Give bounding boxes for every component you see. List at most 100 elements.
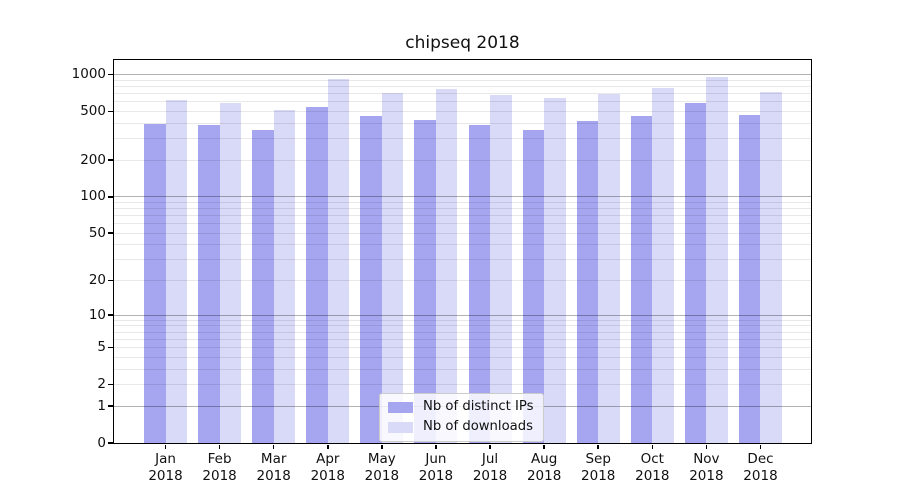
y-tick-label-10: 10 [88, 306, 106, 323]
x-tick-label-may: May 2018 [364, 451, 400, 484]
major-gridline-100 [114, 196, 811, 198]
bar-downloads-may [381, 93, 404, 443]
plot-area: Nb of distinct IPs Nb of downloads [113, 59, 812, 444]
axes-spines [113, 59, 812, 444]
bars-layer [114, 60, 811, 443]
bar-distinct-ips-sep [576, 121, 599, 443]
bar-downloads-nov [706, 77, 728, 443]
x-tick-mark-jun [435, 444, 437, 449]
minor-gridline-30 [114, 259, 811, 261]
x-tick-label-jun: Jun 2018 [418, 451, 454, 484]
x-tick-label-jul: Jul 2018 [472, 451, 508, 484]
minor-gridline-200 [114, 159, 811, 161]
bar-distinct-ips-apr [306, 107, 328, 443]
legend-entry-downloads: Nb of downloads [388, 419, 534, 435]
minor-gridline-7 [114, 331, 811, 333]
bar-distinct-ips-jan [144, 123, 166, 443]
x-tick-mark-dec [759, 444, 762, 449]
y-tick-label-1: 1 [97, 397, 106, 414]
major-gridline-1000 [114, 73, 811, 75]
minor-gridline-80 [114, 208, 811, 210]
minor-gridline-2 [114, 383, 811, 385]
bar-distinct-ips-oct [630, 116, 653, 443]
y-tick-mark-0 [108, 442, 113, 444]
y-tick-label-50: 50 [88, 224, 106, 241]
x-tick-mark-mar [272, 444, 275, 449]
bar-distinct-ips-feb [198, 124, 220, 443]
minor-gridline-6 [114, 338, 811, 340]
y-tick-label-100: 100 [80, 188, 106, 205]
bar-downloads-feb [219, 103, 242, 443]
bar-downloads-sep [598, 94, 620, 443]
bar-downloads-mar [273, 109, 296, 443]
x-tick-mark-apr [327, 444, 329, 449]
x-tick-mark-oct [651, 444, 654, 449]
x-tick-mark-may [381, 444, 383, 449]
legend-entry-distinct-ips: Nb of distinct IPs [388, 399, 534, 415]
bar-downloads-aug [544, 97, 566, 443]
bar-downloads-jan [165, 100, 187, 443]
minor-gridline-60 [114, 223, 811, 225]
minor-gridline-500 [114, 110, 811, 112]
minor-gridline-4 [114, 356, 811, 358]
y-tick-mark-2 [108, 383, 113, 386]
chart-title: chipseq 2018 [405, 33, 520, 53]
legend: Nb of distinct IPs Nb of downloads [379, 393, 544, 442]
legend-swatch-distinct-ips-icon [388, 401, 413, 413]
x-tick-mark-jul [489, 444, 491, 449]
y-tick-mark-20 [108, 279, 113, 282]
minor-gridline-40 [114, 244, 811, 246]
y-tick-mark-1 [108, 405, 113, 407]
legend-swatch-downloads-icon [388, 421, 413, 433]
y-tick-mark-200 [108, 159, 113, 161]
y-tick-label-500: 500 [80, 102, 106, 119]
bar-distinct-ips-dec [738, 114, 761, 443]
y-tick-label-5: 5 [97, 338, 106, 355]
bar-downloads-jun [435, 89, 458, 443]
minor-gridline-3 [114, 368, 811, 370]
bar-distinct-ips-nov [684, 102, 707, 443]
x-tick-label-feb: Feb 2018 [202, 451, 237, 484]
x-tick-mark-aug [543, 444, 545, 449]
grid-layer [114, 60, 811, 443]
bar-downloads-apr [327, 78, 350, 443]
x-tick-label-sep: Sep 2018 [581, 451, 616, 484]
x-tick-label-jan: Jan 2018 [148, 451, 183, 484]
major-gridline-10 [114, 314, 811, 316]
x-tick-label-mar: Mar 2018 [256, 451, 291, 484]
y-tick-label-200: 200 [80, 151, 106, 168]
minor-gridline-8 [114, 325, 811, 327]
y-tick-label-2: 2 [97, 375, 106, 392]
minor-gridline-20 [114, 280, 811, 282]
minor-gridline-50 [114, 232, 811, 234]
y-tick-label-0: 0 [97, 434, 106, 451]
x-tick-mark-sep [597, 444, 599, 449]
x-tick-label-nov: Nov 2018 [689, 451, 724, 484]
x-tick-label-dec: Dec 2018 [743, 451, 778, 484]
bar-distinct-ips-mar [252, 129, 274, 443]
minor-gridline-5 [114, 346, 811, 348]
minor-gridline-600 [114, 101, 811, 103]
minor-gridline-900 [114, 79, 811, 81]
legend-label-distinct-ips: Nb of distinct IPs [423, 399, 534, 414]
x-tick-mark-nov [705, 444, 708, 449]
y-tick-label-20: 20 [88, 272, 106, 289]
y-tick-mark-1000 [108, 73, 113, 76]
bar-downloads-oct [652, 87, 674, 443]
minor-gridline-9 [114, 319, 811, 321]
x-tick-label-oct: Oct 2018 [635, 451, 670, 484]
bar-downloads-dec [760, 92, 782, 443]
minor-gridline-800 [114, 85, 811, 87]
y-tick-mark-500 [108, 110, 113, 113]
minor-gridline-90 [114, 201, 811, 203]
minor-gridline-400 [114, 122, 811, 124]
minor-gridline-700 [114, 92, 811, 94]
y-tick-mark-10 [108, 314, 113, 316]
y-tick-mark-50 [108, 232, 113, 234]
x-tick-mark-feb [218, 444, 221, 449]
x-tick-label-aug: Aug 2018 [526, 451, 562, 484]
minor-gridline-70 [114, 215, 811, 217]
x-tick-mark-jan [164, 444, 167, 449]
y-tick-mark-5 [108, 346, 113, 349]
